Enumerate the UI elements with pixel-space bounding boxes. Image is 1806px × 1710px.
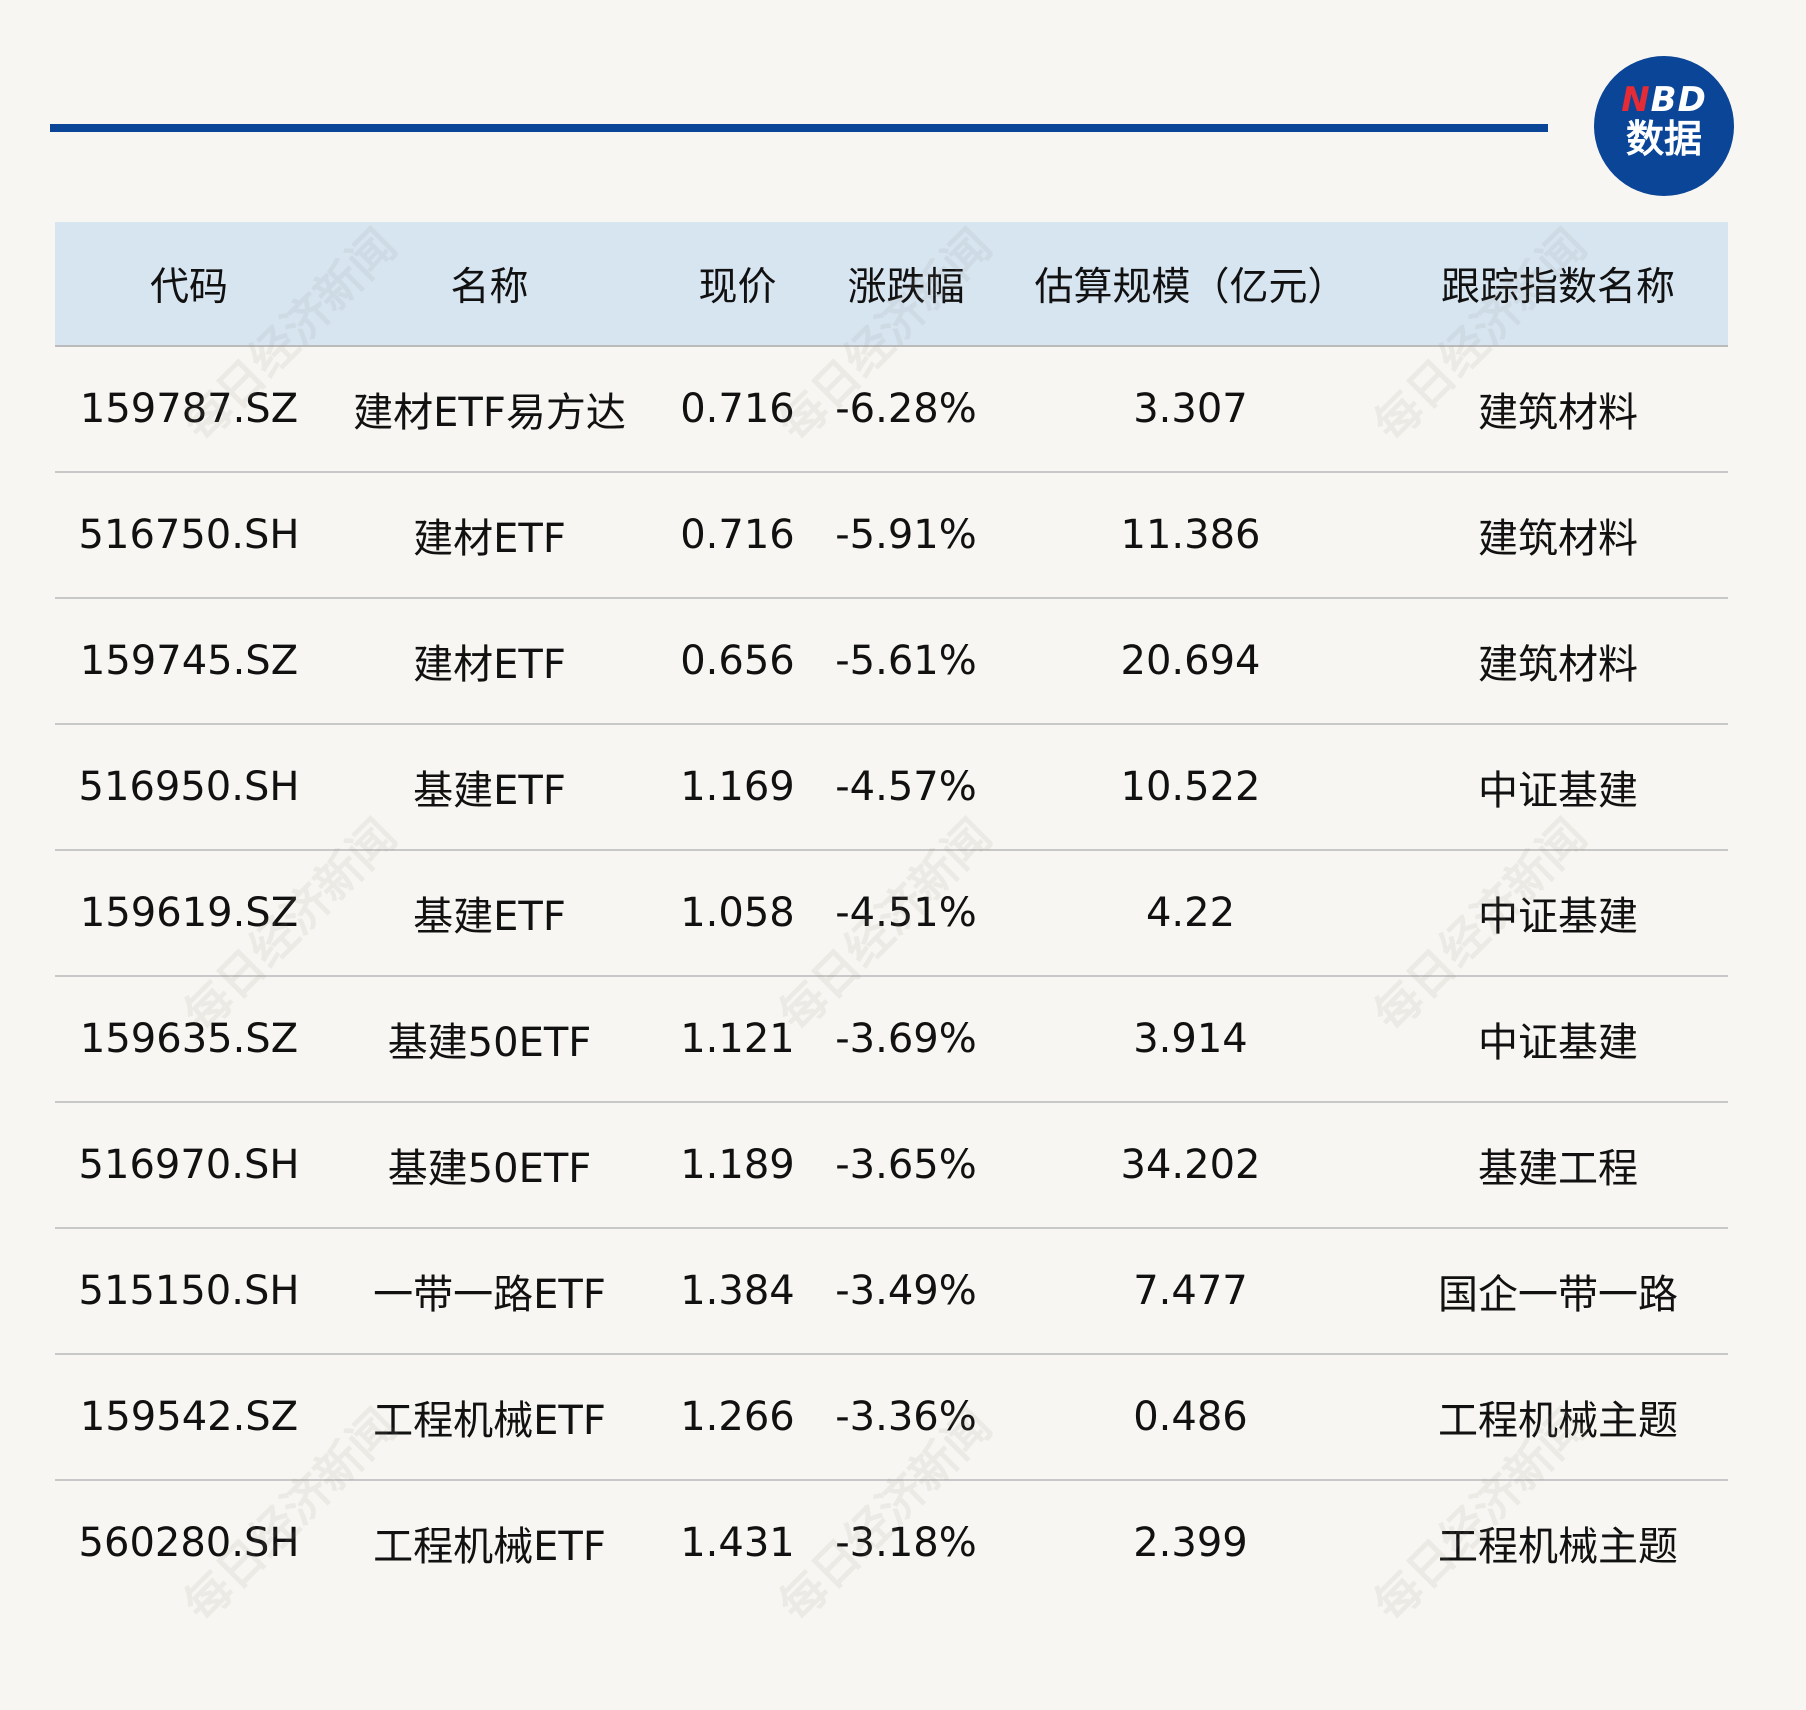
table-row: 516950.SH 基建ETF 1.169 -4.57% 10.522 中证基建 bbox=[55, 724, 1728, 851]
table-cell: -3.69% bbox=[819, 976, 993, 1103]
table-cell: 3.307 bbox=[993, 346, 1388, 473]
etf-table: 代码 名称 现价 涨跌幅 估算规模（亿元） 跟踪指数名称 159787.SZ 建材ETF易方… bbox=[55, 222, 1728, 1605]
table-cell: 工程机械ETF bbox=[323, 1354, 656, 1481]
table-cell: 159787.SZ bbox=[55, 346, 323, 473]
table-cell: 0.716 bbox=[656, 346, 819, 473]
table-cell: 4.22 bbox=[993, 850, 1388, 977]
table-cell: 建材ETF bbox=[323, 472, 656, 599]
table-cell: 2.399 bbox=[1133, 1520, 1248, 1566]
table-cell: 3.914 bbox=[993, 976, 1388, 1103]
table-row: 515150.SH 一带一路ETF 1.384 -3.49% 7.477 国企一带一路 bbox=[55, 1228, 1728, 1355]
table-row: 159635.SZ 基建50ETF 1.121 -3.69% 3.914 中证基建 bbox=[55, 976, 1728, 1103]
table-cell: 基建ETF bbox=[323, 724, 656, 851]
table-header: 代码 名称 现价 涨跌幅 估算规模（亿元） 跟踪指数名称 bbox=[55, 222, 1728, 347]
table-cell: -6.28% bbox=[819, 346, 993, 473]
table-cell: 0.716 bbox=[656, 472, 819, 599]
table-cell: 建筑材料 bbox=[1388, 346, 1728, 473]
table-cell: 1.189 bbox=[656, 1102, 819, 1229]
table-cell: 1.169 bbox=[656, 724, 819, 851]
table-cell: 0.656 bbox=[656, 598, 819, 725]
table-cell: 1.266 bbox=[656, 1354, 819, 1481]
table-cell: 20.694 bbox=[993, 598, 1388, 725]
table-cell: 516970.SH bbox=[55, 1102, 323, 1229]
table-cell: 中证基建 bbox=[1388, 976, 1728, 1103]
table-cell: -3.65% bbox=[819, 1102, 993, 1229]
column-header: 涨跌幅 bbox=[819, 222, 993, 347]
table-cell: 560280.SH bbox=[78, 1520, 300, 1566]
table-row: 516750.SH 建材ETF 0.716 -5.91% 11.386 建筑材料 bbox=[55, 472, 1728, 599]
table-cell: 159745.SZ bbox=[55, 598, 323, 725]
table-cell: -3.18% bbox=[835, 1520, 977, 1566]
table-cell: 159635.SZ bbox=[55, 976, 323, 1103]
logo-letters: BD bbox=[1650, 80, 1707, 120]
table-cell: 一带一路ETF bbox=[323, 1228, 656, 1355]
table-cell: 工程机械主题 bbox=[1438, 1524, 1678, 1570]
logo-letter-n: N bbox=[1621, 80, 1651, 120]
table-cell: 516950.SH bbox=[55, 724, 323, 851]
table-cell: 159542.SZ bbox=[55, 1354, 323, 1481]
table-row: 560280.SH 工程机械ETF 1.431 -3.18% 2.399 工程机械主题 bbox=[55, 1480, 1728, 1605]
table-cell: 0.486 bbox=[993, 1354, 1388, 1481]
table-row: 159619.SZ 基建ETF 1.058 -4.51% 4.22 中证基建 bbox=[55, 850, 1728, 977]
table-cell: -3.36% bbox=[819, 1354, 993, 1481]
table-cell: 516750.SH bbox=[55, 472, 323, 599]
table-cell: 中证基建 bbox=[1388, 850, 1728, 977]
table-cell: 基建50ETF bbox=[323, 976, 656, 1103]
title-rule bbox=[50, 124, 1548, 132]
table-row: 516970.SH 基建50ETF 1.189 -3.65% 34.202 基建工程 bbox=[55, 1102, 1728, 1229]
table-cell: 中证基建 bbox=[1388, 724, 1728, 851]
table-cell: 建筑材料 bbox=[1388, 472, 1728, 599]
table-cell: 11.386 bbox=[993, 472, 1388, 599]
table-cell: -4.51% bbox=[819, 850, 993, 977]
nbd-data-logo: NBD 数据 bbox=[1594, 56, 1734, 196]
table-row: 159745.SZ 建材ETF 0.656 -5.61% 20.694 建筑材料 bbox=[55, 598, 1728, 725]
table-cell: 515150.SH bbox=[55, 1228, 323, 1355]
table-cell: 34.202 bbox=[993, 1102, 1388, 1229]
table-cell: 基建50ETF bbox=[323, 1102, 656, 1229]
table-cell: 1.121 bbox=[656, 976, 819, 1103]
column-header: 估算规模（亿元） bbox=[993, 222, 1388, 347]
table-cell: -3.49% bbox=[819, 1228, 993, 1355]
column-header: 跟踪指数名称 bbox=[1388, 222, 1728, 347]
column-header: 现价 bbox=[656, 222, 819, 347]
table-cell: 7.477 bbox=[993, 1228, 1388, 1355]
table-cell: 1.384 bbox=[656, 1228, 819, 1355]
table-cell: -4.57% bbox=[819, 724, 993, 851]
table-cell: 1.058 bbox=[656, 850, 819, 977]
table-cell: 建筑材料 bbox=[1388, 598, 1728, 725]
table-cell: 基建ETF bbox=[323, 850, 656, 977]
table-cell: 工程机械ETF bbox=[373, 1524, 606, 1570]
table-cell: 159619.SZ bbox=[55, 850, 323, 977]
column-header: 代码 bbox=[55, 222, 323, 347]
table-cell: 基建工程 bbox=[1388, 1102, 1728, 1229]
table-cell: 1.431 bbox=[680, 1520, 795, 1566]
column-header: 名称 bbox=[323, 222, 656, 347]
table-row: 159542.SZ 工程机械ETF 1.266 -3.36% 0.486 工程机械主题 bbox=[55, 1354, 1728, 1481]
table-cell: 工程机械主题 bbox=[1388, 1354, 1728, 1481]
table-cell: 建材ETF易方达 bbox=[323, 346, 656, 473]
table-cell: -5.61% bbox=[819, 598, 993, 725]
table-cell: 国企一带一路 bbox=[1388, 1228, 1728, 1355]
table-cell: 建材ETF bbox=[323, 598, 656, 725]
table-row: 159787.SZ 建材ETF易方达 0.716 -6.28% 3.307 建筑材料 bbox=[55, 346, 1728, 473]
table-cell: -5.91% bbox=[819, 472, 993, 599]
table-cell: 10.522 bbox=[993, 724, 1388, 851]
logo-cn: 数据 bbox=[1625, 117, 1702, 161]
